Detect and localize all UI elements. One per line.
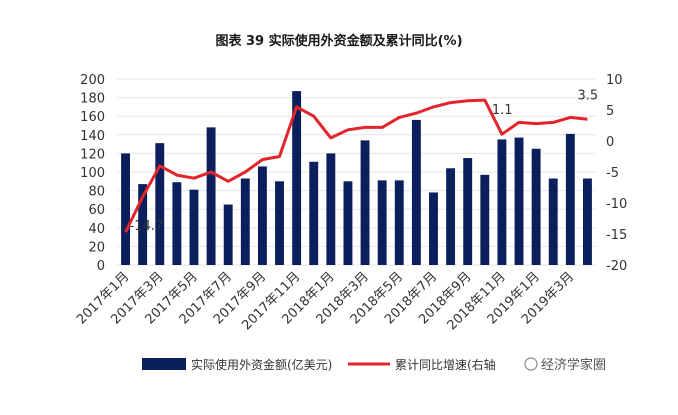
bar xyxy=(172,182,182,265)
bar xyxy=(377,180,387,265)
bar xyxy=(275,181,284,265)
right-tick-label: -5 xyxy=(606,166,619,181)
bar xyxy=(257,166,267,265)
annotation-label: -14.7 xyxy=(130,219,164,234)
left-tick-label: 40 xyxy=(88,222,105,237)
bar xyxy=(565,133,575,265)
left-tick-label: 180 xyxy=(80,92,105,107)
left-tick-label: 120 xyxy=(80,147,105,162)
bar xyxy=(121,153,131,265)
bar xyxy=(138,184,148,265)
bar xyxy=(223,204,233,265)
left-tick-label: 20 xyxy=(88,240,105,255)
bar xyxy=(446,168,456,265)
bar xyxy=(463,158,473,265)
chart-title: 图表 39 实际使用外资金额及累计同比(%) xyxy=(215,33,462,49)
bar xyxy=(155,143,165,265)
right-tick-label: -10 xyxy=(606,197,627,212)
bar xyxy=(582,178,592,265)
legend-bar-label: 实际使用外资金额(亿美元) xyxy=(191,357,332,372)
left-tick-label: 60 xyxy=(88,203,105,218)
bar xyxy=(189,189,199,265)
bar xyxy=(429,192,438,265)
bar xyxy=(514,137,524,265)
left-tick-label: 140 xyxy=(80,129,105,144)
data-annotations: -14.7 1.1 3.5 xyxy=(130,88,599,234)
bar xyxy=(411,119,421,265)
right-tick-label: -20 xyxy=(606,259,627,274)
bar xyxy=(480,174,490,265)
bar xyxy=(548,178,558,265)
bar xyxy=(309,161,319,265)
watermark: 经济学家圈 xyxy=(541,357,606,373)
bar xyxy=(531,148,541,265)
bar xyxy=(326,153,336,265)
left-tick-label: 160 xyxy=(80,110,105,125)
x-axis-tick-labels: 2017年1月2017年3月2017年5月2017年7月2017年9月2017年… xyxy=(74,269,577,333)
annotation-label: 3.5 xyxy=(577,88,598,103)
left-tick-label: 200 xyxy=(80,73,105,88)
bar xyxy=(343,181,353,265)
left-tick-label: 100 xyxy=(80,166,105,181)
bar xyxy=(206,127,216,265)
right-tick-label: 0 xyxy=(606,135,614,150)
bar xyxy=(394,180,404,265)
bar xyxy=(360,140,370,265)
right-tick-label: 5 xyxy=(606,104,614,119)
annotation-label: 1.1 xyxy=(492,103,513,118)
left-tick-label: 0 xyxy=(97,259,105,274)
bar xyxy=(292,91,302,265)
bar xyxy=(240,178,250,265)
bar xyxy=(497,139,507,265)
legend-line-label: 累计同比增速(右轴 xyxy=(395,357,496,372)
right-axis-ticks: -20 -15 -10 -5 0 5 10 xyxy=(606,73,627,274)
growth-line xyxy=(124,98,588,233)
right-tick-label: -15 xyxy=(606,228,627,243)
right-tick-label: 10 xyxy=(606,73,623,88)
legend: 实际使用外资金额(亿美元) 累计同比增速(右轴 经济学家圈 xyxy=(142,357,606,373)
bar-series xyxy=(121,91,592,265)
line-series xyxy=(124,98,588,233)
left-axis-ticks: 0 20 40 60 80 100 120 140 160 180 200 xyxy=(80,73,105,274)
watermark-icon xyxy=(524,357,538,371)
legend-bar-swatch xyxy=(142,358,186,370)
left-tick-label: 80 xyxy=(88,185,105,200)
grid-lines xyxy=(117,78,596,266)
